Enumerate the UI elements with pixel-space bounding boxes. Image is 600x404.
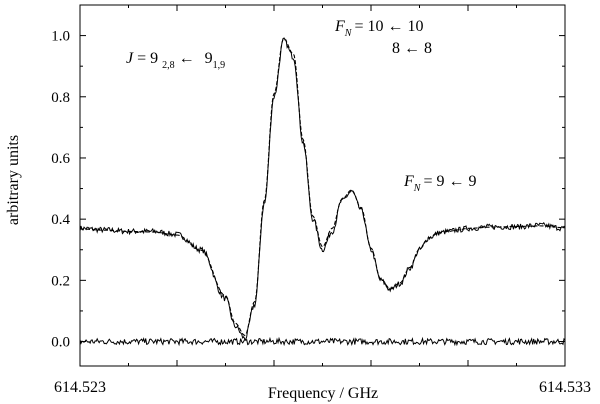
- transition-prefix: = 9: [133, 50, 158, 67]
- y-tick-label: 0.4: [51, 212, 70, 228]
- fit-trace: [79, 38, 566, 337]
- residual-trace: [79, 336, 566, 347]
- svg-text:FN= 9 ← 9: FN = 9 ← 9: [403, 173, 476, 194]
- y-tick-label: 1.0: [51, 29, 70, 45]
- main-peak-F: F: [334, 18, 345, 35]
- spectrum-traces: [79, 37, 566, 347]
- y-axis-label: arbitrary units: [5, 135, 22, 225]
- svg-text:J = 9 2,8←91,9: J = 9 2,8 ← 91,9: [126, 50, 225, 71]
- x-tick-label-right: 614.533: [539, 379, 591, 396]
- y-tick-label: 0.0: [51, 335, 70, 351]
- y-tick-labels: 0.0 0.2 0.4 0.6 0.8 1.0: [51, 29, 70, 351]
- observed-trace: [79, 37, 566, 341]
- second-peak-F: F: [403, 173, 414, 190]
- y-tick-label: 0.2: [51, 273, 70, 289]
- main-peak-line2: 8 ← 8: [392, 40, 432, 57]
- x-axis-label: Frequency / GHz: [268, 385, 378, 402]
- svg-text:FN= 10 ← 10: FN = 10 ← 10: [334, 18, 423, 39]
- main-peak-annotation: FN = 10 ← 10 8 ← 8: [334, 18, 432, 57]
- main-peak-line1: = 10 ← 10: [354, 18, 423, 35]
- y-tick-label: 0.8: [51, 90, 70, 106]
- transition-arrow: ←: [179, 50, 195, 67]
- transition-lower: 9: [205, 50, 213, 67]
- second-peak-annotation: FN = 9 ← 9: [403, 173, 476, 194]
- axis-ticks: [79, 5, 566, 366]
- second-peak-F-sub: N: [413, 183, 422, 194]
- transition-annotation: J = 9 2,8 ← 91,9: [126, 50, 225, 71]
- second-peak-text: = 9 ← 9: [423, 173, 476, 190]
- transition-lower-sub: 1,9: [213, 60, 226, 71]
- transition-upper-sub: 2,8: [162, 60, 175, 71]
- main-peak-F-sub: N: [344, 28, 353, 39]
- y-tick-label: 0.6: [51, 151, 70, 167]
- x-tick-label-left: 614.523: [54, 379, 106, 396]
